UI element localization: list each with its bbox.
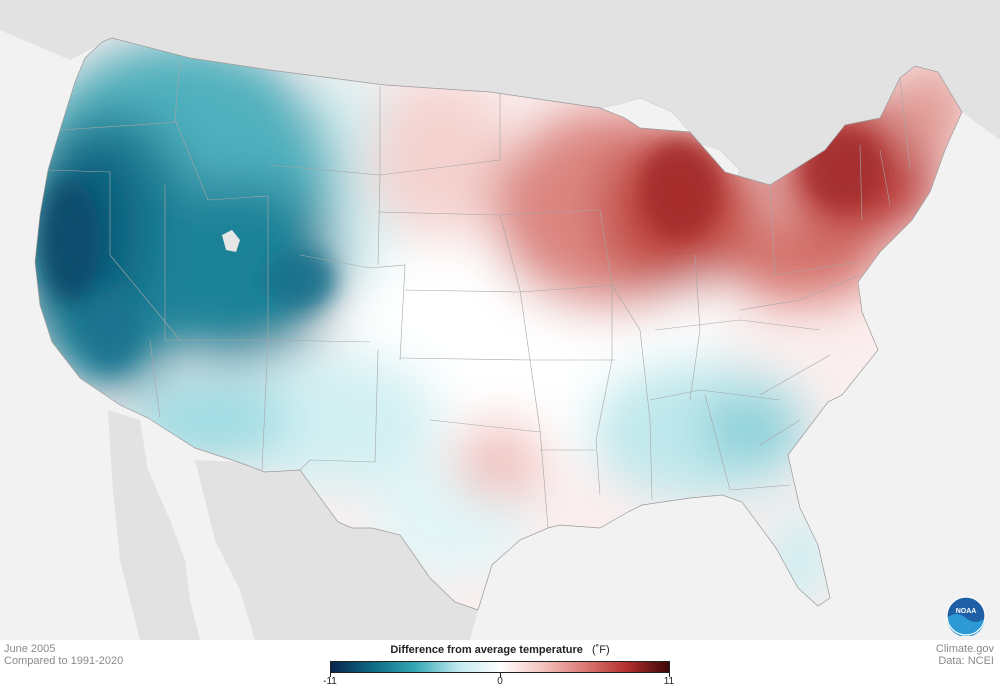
credit-data: Data: NCEI (938, 655, 994, 667)
date-label: June 2005 (4, 643, 56, 655)
state-boundaries (47, 59, 911, 529)
credit-site: Climate.gov (935, 643, 994, 655)
legend-unit: (˚F) (591, 644, 610, 656)
baseline-label: Compared to 1991-2020 (4, 655, 124, 667)
legend-color-bar (330, 661, 670, 673)
legend-max-label: 11 (663, 676, 675, 687)
legend-title-text: Difference from average temperature (390, 644, 583, 656)
neighboring-land (0, 0, 1000, 640)
footer: June 2005 Compared to 1991-2020 Climate.… (0, 640, 1000, 690)
anomaly-map (0, 0, 1000, 640)
map-area: NOAA (0, 0, 1000, 640)
legend-tick-mid (500, 673, 501, 677)
great-salt-lake (222, 230, 240, 252)
svg-text:NOAA: NOAA (956, 608, 977, 615)
legend-min-label: -11 (323, 676, 337, 687)
noaa-logo: NOAA (946, 596, 986, 636)
legend-tick-max (669, 673, 670, 677)
legend-tick-min (330, 673, 331, 677)
anomaly-field (35, 38, 962, 610)
legend-title: Difference from average temperature (˚F) (300, 644, 700, 656)
us-outline (34, 37, 963, 611)
legend-mid-label: 0 (497, 676, 503, 687)
